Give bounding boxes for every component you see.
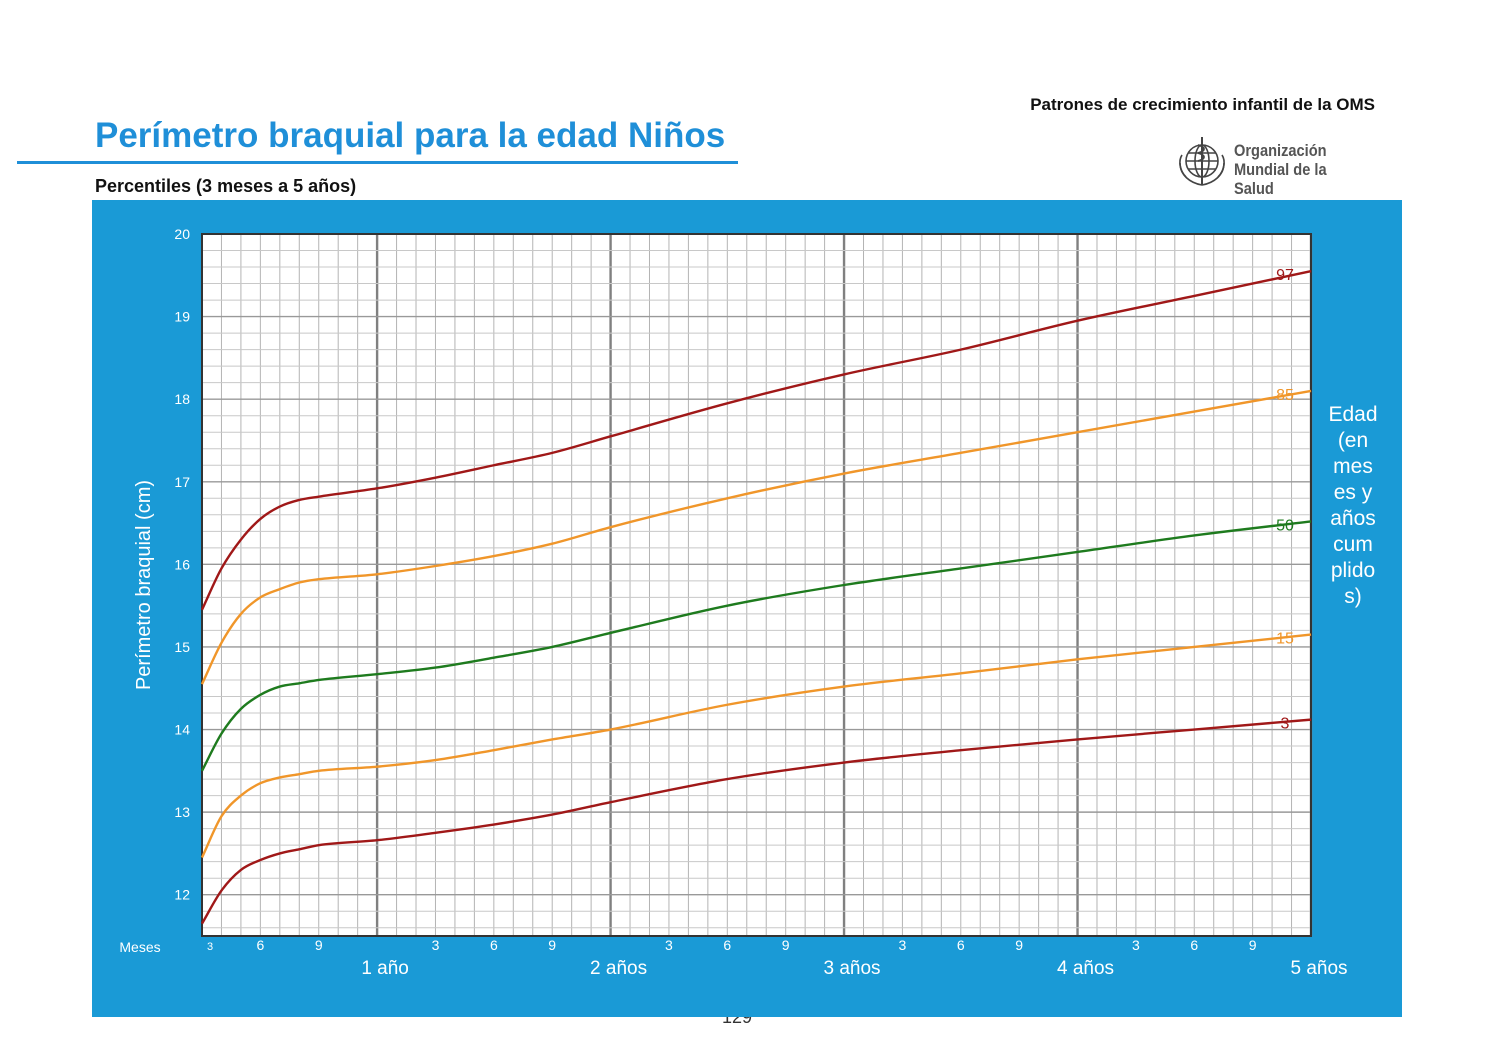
y-tick-label: 18 (174, 391, 190, 407)
y-axis-label: Perímetro braquial (cm) (133, 480, 155, 690)
month-tick-label: 9 (548, 937, 556, 953)
y-tick-label: 16 (174, 556, 190, 572)
plot-area (202, 234, 1311, 936)
percentile-50-line (200, 520, 1312, 772)
who-logo: Organización Mundial de la Salud (1172, 133, 1377, 198)
year-tick-label: 1 año (361, 958, 409, 979)
year-tick-label: 4 años (1057, 958, 1114, 979)
y-tick-label: 13 (174, 804, 190, 820)
side-label-line: plido (1330, 559, 1376, 582)
y-tick-label: 12 (174, 887, 190, 903)
who-logo-text: Organización Mundial de la Salud (1234, 141, 1357, 198)
percentile-15-line (200, 633, 1312, 859)
side-label-line: es y (1333, 481, 1373, 504)
chart-panel: 12 13 14 15 16 17 18 19 20 Perímetro braquial (cm… (92, 200, 1402, 1017)
month-tick-label: 6 (1190, 937, 1198, 953)
month-tick-label: 3 (1132, 937, 1140, 953)
month-tick-label: 6 (723, 937, 731, 953)
side-label-line: cum (1333, 533, 1373, 556)
x-unit-label: Meses (119, 939, 160, 955)
logo-line-1: Organización (1234, 141, 1327, 160)
side-label-line: (en (1337, 429, 1369, 452)
percentile-85-label: 85 (1276, 387, 1294, 404)
chart-subtitle: Percentiles (3 meses a 5 años) (95, 176, 357, 196)
month-tick-label: 6 (957, 937, 965, 953)
side-label-line: mes (1333, 455, 1373, 478)
month-tick-label: 6 (256, 937, 264, 953)
month-tick-label: 3 (432, 937, 440, 953)
percentile-85-line (200, 389, 1312, 685)
side-label-line: s) (1344, 585, 1362, 608)
y-tick-label: 14 (174, 722, 190, 738)
month-tick-label: 3 (899, 937, 907, 953)
month-tick-label: 9 (1249, 937, 1257, 953)
who-growth-standards-label: Patrones de crecimiento infantil de la O… (1030, 95, 1375, 114)
month-tick-label: 9 (782, 937, 790, 953)
percentile-50-label: 50 (1276, 517, 1294, 534)
percentile-97-line (200, 269, 1312, 611)
month-tick-label: 9 (315, 937, 323, 953)
title-underline (17, 161, 738, 164)
y-tick-label: 20 (174, 226, 190, 242)
month-tick-label: 3 (665, 937, 673, 953)
side-label-line: Edad (1328, 403, 1378, 426)
y-tick-label: 19 (174, 309, 190, 325)
percentile-15-label: 15 (1276, 631, 1294, 648)
month-tick-label: 3 (207, 941, 213, 953)
percentile-97-label: 97 (1276, 267, 1294, 284)
plot-border (201, 233, 1312, 937)
logo-line-2: Mundial de la Salud (1234, 160, 1327, 198)
year-tick-label: 2 años (590, 958, 647, 979)
year-tick-label: 3 años (824, 958, 881, 979)
side-label-line: años (1330, 507, 1376, 530)
month-tick-label: 9 (1015, 937, 1023, 953)
page-title: Perímetro braquial para la edad Niños (95, 116, 726, 155)
percentile-3-label: 3 (1281, 716, 1290, 733)
month-tick-label: 6 (490, 937, 498, 953)
x-axis-side-label: Edad (en mes es y años cum plido s) (1318, 402, 1388, 610)
who-emblem-icon (1179, 137, 1225, 186)
percentile-3-line (200, 718, 1312, 925)
percentile-chart: 12 13 14 15 16 17 18 19 20 Perímetro braquial (cm… (119, 226, 1347, 979)
y-tick-label: 17 (174, 474, 190, 490)
year-tick-label: 5 años (1290, 958, 1347, 979)
y-tick-label: 15 (174, 639, 190, 655)
